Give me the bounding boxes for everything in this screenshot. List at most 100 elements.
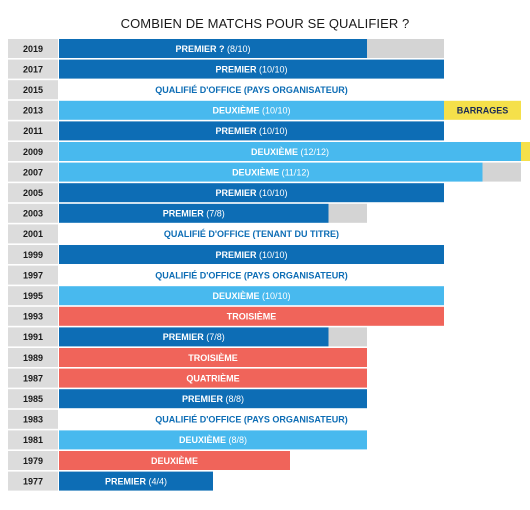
year-label: 2015 — [23, 85, 43, 95]
table-row: 1985 PREMIER (8/8) — [8, 389, 367, 409]
year-label: 1985 — [23, 394, 43, 404]
year-cell — [8, 348, 58, 367]
bar-label: PREMIER (10/10) — [215, 250, 287, 260]
remaining-bar — [328, 327, 367, 347]
year-label: 2019 — [23, 44, 43, 54]
year-label: 2017 — [23, 64, 43, 74]
year-label: 1987 — [23, 373, 43, 383]
year-label: 1977 — [23, 476, 43, 486]
table-row: 2005 PREMIER (10/10) — [8, 183, 444, 203]
bar-label: PREMIER (7/8) — [163, 209, 225, 219]
year-cell — [8, 306, 58, 326]
table-row: 2007 DEUXIÈME (11/12) — [8, 162, 521, 182]
result-bar — [59, 286, 444, 306]
year-label: 1999 — [23, 250, 43, 260]
year-cell — [8, 368, 58, 388]
result-bar — [59, 121, 444, 141]
table-row: 1997 QUALIFIÉ D'OFFICE (PAYS ORGANISATEUR… — [8, 265, 348, 285]
result-bar — [59, 183, 444, 203]
qualifie-office-label: QUALIFIÉ D'OFFICE (TENANT DU TITRE) — [164, 229, 339, 239]
year-cell — [8, 265, 58, 285]
year-label: 1997 — [23, 270, 43, 280]
result-bar — [59, 389, 367, 409]
year-cell — [8, 100, 58, 120]
bar-label: DEUXIÈME (12/12) — [251, 147, 329, 157]
year-label: 1991 — [23, 332, 43, 342]
result-bar — [59, 368, 367, 388]
result-bar — [59, 142, 521, 161]
table-row: 1991 PREMIER (7/8) — [8, 327, 367, 347]
result-bar — [59, 471, 213, 491]
bar-label: TROISIÈME — [188, 353, 238, 363]
result-bar — [59, 100, 444, 120]
table-row: 2001 QUALIFIÉ D'OFFICE (TENANT DU TITRE) — [8, 224, 339, 244]
bar-label: TROISIÈME — [227, 312, 277, 322]
result-bar — [59, 451, 290, 470]
result-bar — [59, 430, 367, 450]
qualifie-office-label: QUALIFIÉ D'OFFICE (PAYS ORGANISATEUR) — [155, 415, 347, 425]
year-label: 1995 — [23, 291, 43, 301]
year-cell — [8, 142, 58, 161]
result-bar — [59, 327, 329, 347]
year-label: 2009 — [23, 147, 43, 157]
year-label: 1981 — [23, 435, 43, 445]
year-cell — [8, 409, 58, 429]
remaining-bar — [482, 162, 521, 182]
table-row: 1987 QUATRIÈME — [8, 368, 367, 388]
bar-label: PREMIER (10/10) — [215, 188, 287, 198]
bar-label: DEUXIÈME (11/12) — [232, 167, 309, 177]
year-label: 1989 — [23, 353, 43, 363]
remaining-bar — [328, 203, 367, 223]
year-cell — [8, 471, 58, 491]
bar-label: DEUXIÈME — [151, 456, 198, 466]
year-cell — [8, 430, 58, 450]
year-label: 2003 — [23, 209, 43, 219]
result-bar — [59, 59, 444, 79]
bar-label: PREMIER (4/4) — [105, 476, 167, 486]
result-bar — [59, 245, 444, 264]
year-cell — [8, 80, 58, 100]
result-bar — [59, 348, 367, 367]
table-row: 2017 PREMIER (10/10) — [8, 59, 444, 79]
year-label: 2013 — [23, 106, 43, 116]
year-label: 1979 — [23, 456, 43, 466]
table-row: 1989 TROISIÈME — [8, 348, 367, 367]
year-cell — [8, 327, 58, 347]
bar-label: DEUXIÈME (10/10) — [212, 106, 290, 116]
bar-label: DEUXIÈME (10/10) — [212, 291, 290, 301]
year-label: 1983 — [23, 415, 43, 425]
year-cell — [8, 451, 58, 470]
remaining-bar — [367, 39, 444, 58]
bar-label: PREMIER (7/8) — [163, 332, 225, 342]
bar-label: PREMIER ? (8/10) — [175, 44, 250, 54]
result-bar — [59, 306, 444, 326]
year-cell — [8, 162, 58, 182]
bar-label: PREMIER (8/8) — [182, 394, 244, 404]
table-row: 1995 DEUXIÈME (10/10) — [8, 286, 444, 306]
year-cell — [8, 245, 58, 264]
year-cell — [8, 39, 58, 58]
year-label: 2005 — [23, 188, 43, 198]
year-cell — [8, 286, 58, 306]
year-cell — [8, 224, 58, 244]
qualifie-office-label: QUALIFIÉ D'OFFICE (PAYS ORGANISATEUR) — [155, 85, 347, 95]
table-row: 2003 PREMIER (7/8) — [8, 203, 367, 223]
result-bar — [59, 162, 483, 182]
year-cell — [8, 59, 58, 79]
year-label: 2001 — [23, 229, 43, 239]
table-row: 1993 TROISIÈME — [8, 306, 444, 326]
table-row: 1981 DEUXIÈME (8/8) — [8, 430, 367, 450]
result-bar — [59, 39, 367, 58]
year-cell — [8, 183, 58, 203]
chart-title: COMBIEN DE MATCHS POUR SE QUALIFIER ? — [120, 16, 410, 31]
table-row: 1983 QUALIFIÉ D'OFFICE (PAYS ORGANISATEUR… — [8, 409, 348, 429]
table-row: 2015 QUALIFIÉ D'OFFICE (PAYS ORGANISATEUR… — [8, 80, 348, 100]
year-label: 1993 — [23, 312, 43, 322]
table-row: 1979 DEUXIÈME — [8, 451, 290, 470]
table-row: 2013 BARRAGES DEUXIÈME (10/10) — [8, 100, 521, 120]
bar-label: DEUXIÈME (8/8) — [179, 435, 247, 445]
table-row: 2011 PREMIER (10/10) — [8, 121, 444, 141]
bar-label: QUATRIÈME — [186, 373, 239, 383]
qualifie-office-label: QUALIFIÉ D'OFFICE (PAYS ORGANISATEUR) — [155, 270, 347, 280]
barrages-bar — [444, 100, 521, 120]
